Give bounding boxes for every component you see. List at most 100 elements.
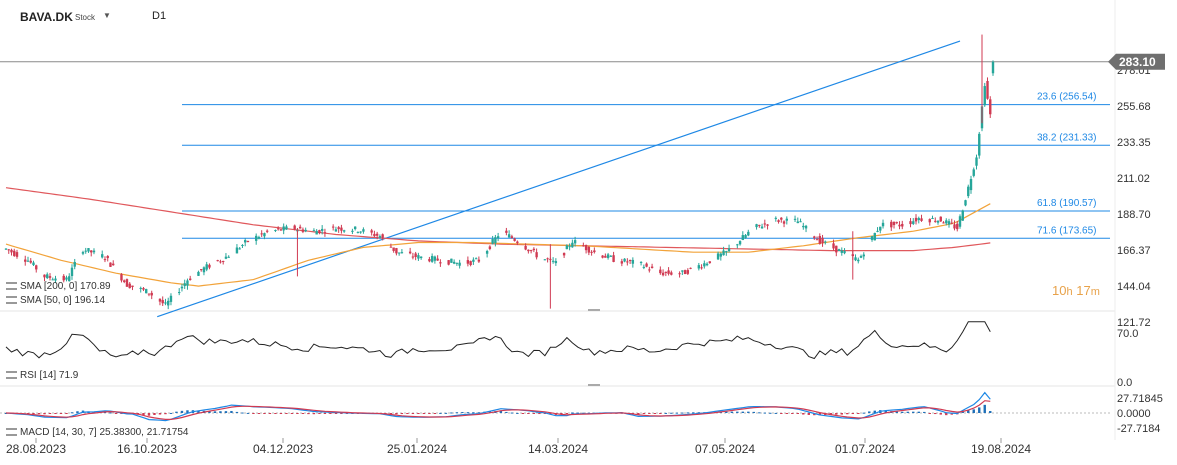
candle-body	[689, 267, 692, 269]
macd-histogram-bar	[54, 413, 57, 414]
candle-body	[928, 219, 931, 223]
candle-body	[7, 249, 10, 251]
legend-rsi[interactable]: RSI [14] 71.9	[6, 370, 78, 381]
current-price-tag	[1108, 53, 1165, 70]
macd-histogram-bar	[444, 412, 448, 414]
macd-histogram-bar	[675, 412, 679, 414]
legend-macd[interactable]: MACD [14, 30, 7] 25.38300, 21.71754	[6, 427, 188, 438]
candle-body	[257, 237, 261, 239]
trendline	[157, 40, 961, 318]
candle-body	[485, 251, 489, 254]
candle-body	[433, 256, 437, 261]
candle-body	[447, 260, 450, 265]
candle-body	[147, 293, 151, 295]
candle-body	[202, 267, 206, 273]
candle-body	[62, 275, 65, 281]
macd-histogram-bar	[417, 413, 420, 414]
macd-histogram-bar	[829, 413, 832, 415]
candle-body	[298, 226, 302, 229]
candle-body	[13, 250, 16, 256]
macd-tick-label: -27.7184	[1117, 423, 1160, 435]
macd-histogram-bar	[307, 413, 310, 415]
candle-body	[167, 300, 170, 306]
fib-level-label: 38.2 (231.33)	[1037, 132, 1097, 143]
candle-body	[84, 250, 87, 252]
candle-body	[931, 218, 934, 220]
macd-histogram-bar	[945, 413, 948, 416]
candle-body	[455, 262, 459, 264]
macd-histogram-bar	[175, 411, 178, 413]
candle-body	[381, 234, 384, 238]
macd-histogram-bar	[235, 411, 239, 413]
candle-body	[417, 255, 420, 259]
macd-histogram-bar	[774, 412, 778, 414]
macd-histogram-bar	[323, 413, 327, 414]
macd-histogram-bar	[934, 413, 937, 415]
candle-body	[375, 233, 379, 236]
candle-body	[991, 61, 995, 74]
macd-histogram-bar	[697, 412, 701, 414]
candle-body	[686, 270, 690, 274]
candle-body	[774, 217, 778, 219]
candle-body	[835, 245, 838, 253]
macd-histogram-bar	[917, 411, 920, 413]
macd-histogram-bar	[65, 413, 68, 414]
macd-histogram-bar	[516, 412, 519, 414]
candle-body	[565, 245, 569, 250]
candle-body	[612, 255, 615, 262]
candle-body	[648, 269, 651, 271]
candle-body	[161, 300, 164, 304]
candle-body	[667, 270, 670, 274]
date-tick-label: 07.05.2024	[695, 442, 755, 456]
candle-body	[260, 233, 263, 235]
macd-histogram-bar	[681, 412, 684, 414]
candle-body	[65, 277, 68, 280]
macd-histogram-bar	[43, 413, 46, 415]
macd-histogram-bar	[642, 413, 646, 415]
candle-body	[895, 222, 898, 224]
rsi-line	[5, 321, 991, 360]
macd-histogram-bar	[510, 412, 514, 414]
candle-countdown: 10h 17m	[1052, 283, 1100, 298]
candle-body	[969, 179, 973, 191]
legend-sma50[interactable]: SMA [50, 0] 196.14	[6, 295, 105, 306]
legend-sma200[interactable]: SMA [200, 0] 170.89	[6, 281, 111, 292]
candle-body	[10, 249, 13, 253]
macd-histogram-bar	[758, 412, 761, 414]
candle-body	[389, 246, 393, 248]
candle-body	[274, 230, 277, 232]
candle-body	[879, 226, 882, 231]
candle-body	[832, 243, 835, 249]
indicator-icon	[6, 371, 17, 380]
candle-body	[972, 169, 975, 176]
macd-histogram-bar	[268, 413, 272, 414]
candle-body	[664, 271, 668, 273]
macd-histogram-bar	[158, 413, 162, 415]
candle-body	[744, 235, 747, 239]
symbol-label[interactable]: BAVA.DK	[20, 10, 73, 24]
candle-body	[150, 292, 153, 296]
candle-body	[606, 254, 610, 258]
candle-body	[793, 218, 797, 220]
candle-body	[320, 228, 324, 231]
candle-body	[186, 280, 189, 286]
candle-body	[491, 239, 494, 244]
panel-resize-handle	[588, 309, 600, 311]
candle-body	[331, 226, 335, 228]
candle-body	[524, 245, 527, 250]
candle-body	[428, 259, 431, 262]
candle-body	[697, 265, 701, 269]
macd-histogram-bar	[213, 411, 217, 413]
candle-body	[804, 225, 808, 229]
candle-body	[529, 250, 533, 252]
candle-body	[881, 222, 885, 227]
candle-body	[221, 260, 225, 262]
macd-histogram-bar	[488, 411, 492, 413]
panel-resize-handle	[588, 384, 600, 386]
symbol-dropdown-icon[interactable]: ▼	[103, 11, 111, 20]
legend-sma50-text: SMA [50, 0] 196.14	[20, 295, 106, 306]
candle-body	[145, 289, 148, 294]
macd-histogram-bar	[301, 413, 305, 415]
candle-body	[681, 270, 684, 272]
timeframe-label[interactable]: D1	[152, 10, 167, 22]
